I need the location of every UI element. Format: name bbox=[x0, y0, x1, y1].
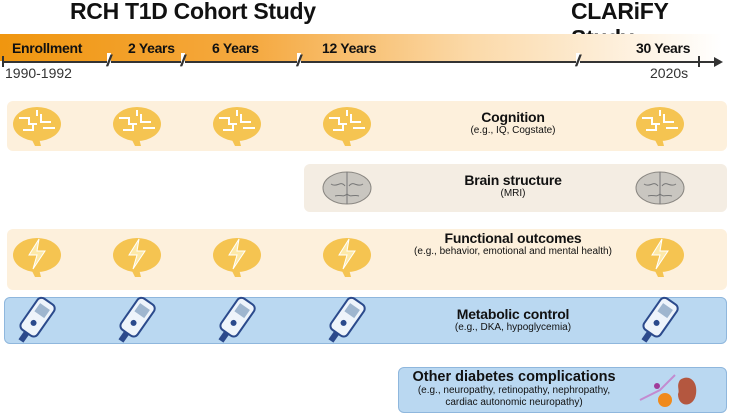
other-subtitle: (e.g., neuropathy, retinopathy, nephropa… bbox=[417, 385, 611, 408]
cognition-subtitle: (e.g., IQ, Cogstate) bbox=[470, 125, 556, 136]
metabolic-text: Metabolic control (e.g., DKA, hypoglycemi… bbox=[398, 306, 628, 334]
other-complications-row bbox=[398, 367, 727, 413]
other-title: Other diabetes complications bbox=[412, 369, 616, 385]
axis-break: // bbox=[576, 53, 581, 70]
cognition-title: Cognition bbox=[481, 109, 545, 125]
timeline-bar bbox=[0, 34, 722, 61]
timeline-label-6y: 6 Years bbox=[212, 40, 259, 56]
mri-brain-icon bbox=[322, 171, 685, 205]
axis-tick bbox=[2, 56, 4, 67]
functional-subtitle: (e.g., behavior, emotional and mental he… bbox=[414, 246, 612, 257]
functional-text: Functional outcomes (e.g., behavior, emot… bbox=[408, 230, 618, 258]
metabolic-title: Metabolic control bbox=[456, 306, 570, 322]
brain-chip-icon bbox=[12, 106, 685, 147]
timeline-axis bbox=[2, 61, 718, 63]
timeline-label-2y: 2 Years bbox=[128, 40, 175, 56]
metabolic-subtitle: (e.g., DKA, hypoglycemia) bbox=[454, 322, 572, 333]
timeline-label-12y: 12 Years bbox=[322, 40, 377, 56]
brain-lightning-icon bbox=[12, 237, 685, 278]
axis-break: // bbox=[181, 53, 186, 70]
functional-title: Functional outcomes bbox=[444, 230, 582, 246]
axis-break: // bbox=[297, 53, 302, 70]
brain-structure-subtitle: (MRI) bbox=[500, 188, 526, 199]
axis-tick bbox=[698, 56, 700, 67]
timeline-label-30y: 30 Years bbox=[636, 40, 691, 56]
timeline-label-enrollment: Enrollment bbox=[12, 40, 83, 56]
organs-icon bbox=[639, 374, 697, 407]
brain-structure-title: Brain structure bbox=[464, 172, 562, 188]
start-year: 1990-1992 bbox=[5, 65, 72, 81]
other-text: Other diabetes complications (e.g., neuro… bbox=[404, 369, 624, 409]
brain-structure-text: Brain structure (MRI) bbox=[398, 172, 628, 200]
axis-break: // bbox=[107, 53, 112, 70]
end-year: 2020s bbox=[650, 65, 689, 81]
cognition-text: Cognition (e.g., IQ, Cogstate) bbox=[398, 109, 628, 137]
glucose-meter-icon bbox=[11, 294, 681, 348]
arrow-icon bbox=[714, 57, 723, 67]
rch-study-title: RCH T1D Cohort Study bbox=[70, 0, 316, 24]
